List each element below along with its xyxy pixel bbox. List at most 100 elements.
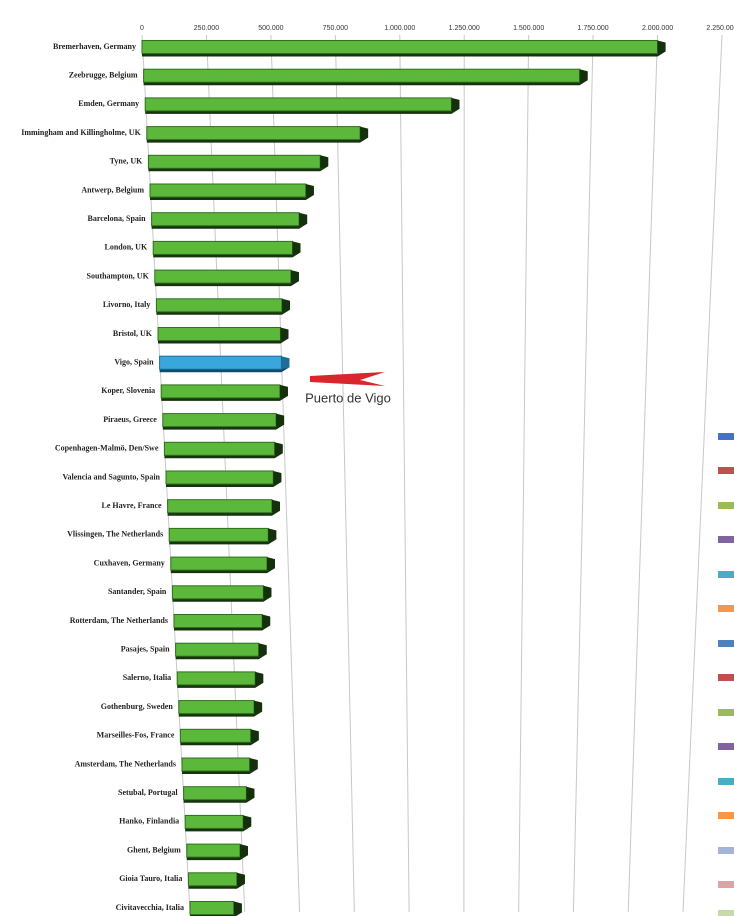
- bar-end: [273, 471, 282, 484]
- bar-end: [255, 671, 264, 685]
- x-tick-label: 2.000.000: [642, 25, 673, 32]
- bar-end: [236, 872, 245, 886]
- swatch: [718, 709, 734, 716]
- bar: [162, 413, 277, 428]
- bar: [141, 40, 659, 54]
- category-label: Gothenburg, Sweden: [101, 702, 174, 711]
- category-label: Copenhagen-Malmö, Den/Swe: [55, 444, 159, 453]
- legend-swatches: [718, 433, 734, 916]
- category-label: Piraeus, Greece: [103, 415, 157, 424]
- bar-end: [268, 528, 277, 542]
- bar-end: [266, 557, 275, 571]
- bar-end: [305, 184, 314, 197]
- category-label: Emden, Germany: [78, 99, 139, 108]
- category-label: Zeebrugge, Belgium: [69, 71, 138, 80]
- bar: [168, 527, 269, 542]
- grid-line: [572, 34, 594, 913]
- bar-end: [258, 643, 267, 657]
- bar: [157, 327, 281, 341]
- bar-end: [320, 155, 329, 169]
- category-label: Valencia and Sagunto, Spain: [62, 472, 160, 481]
- bar: [152, 240, 294, 255]
- bar-end: [281, 298, 290, 312]
- x-tick-label: 1.500.000: [513, 25, 544, 32]
- bar-end: [280, 327, 289, 341]
- grid-line: [627, 34, 659, 913]
- grid: [141, 34, 723, 913]
- x-tick-label: 1.000.000: [384, 25, 415, 32]
- bar-end: [579, 69, 588, 83]
- bar-end: [262, 614, 271, 628]
- category-label: Amsterdam, The Netherlands: [75, 759, 176, 768]
- category-label: Vlissingen, The Netherlands: [67, 530, 163, 539]
- category-label: Antwerp, Belgium: [81, 185, 144, 194]
- category-label: Gioia Tauro, Italia: [119, 874, 182, 883]
- category-label: Barcelona, Spain: [88, 214, 147, 223]
- bar: [187, 872, 238, 887]
- bar: [183, 786, 247, 801]
- bar-end: [299, 212, 308, 226]
- bar-end: [243, 815, 252, 829]
- annotation: Puerto de Vigo: [305, 390, 391, 405]
- category-label: Vigo, Spain: [114, 358, 154, 367]
- swatch: [718, 743, 734, 750]
- grid-line: [399, 34, 410, 913]
- bar-end: [246, 786, 255, 800]
- category-label: Southampton, UK: [87, 271, 150, 280]
- category-label: Salerno, Italia: [123, 673, 171, 682]
- bar: [143, 68, 581, 83]
- x-tick-label: 500.000: [258, 25, 283, 32]
- logo: [310, 372, 385, 386]
- swatch: [718, 433, 734, 440]
- bar: [144, 97, 452, 112]
- swatch: [718, 847, 734, 854]
- grid-line: [518, 34, 530, 913]
- bar-end: [271, 499, 280, 513]
- swatch: [718, 674, 734, 681]
- category-label: Bristol, UK: [113, 329, 153, 338]
- bar-end: [292, 241, 301, 255]
- swatch: [718, 467, 734, 474]
- bar: [186, 843, 241, 858]
- grid-line: [682, 34, 723, 913]
- bar-end: [250, 729, 259, 743]
- bar-end: [290, 270, 299, 284]
- bar-end: [249, 758, 258, 771]
- category-label: Tyne, UK: [110, 157, 144, 166]
- bar: [146, 126, 361, 141]
- bar: [160, 384, 281, 399]
- bar-end: [274, 442, 283, 456]
- bar-end: [240, 844, 249, 858]
- x-tick-label: 1.250.000: [449, 25, 480, 32]
- bar: [154, 269, 292, 284]
- category-label: Hanko, Finlandia: [119, 817, 179, 826]
- category-label: Ghent, Belgium: [127, 845, 181, 854]
- bar-end: [451, 97, 460, 111]
- swatch: [718, 778, 734, 785]
- bar: [171, 585, 264, 600]
- bar: [175, 642, 260, 657]
- bar: [170, 556, 268, 571]
- bar: [163, 441, 276, 456]
- x-tick-label: 0: [140, 25, 144, 32]
- category-label: Koper, Slovenia: [101, 386, 155, 395]
- bar: [179, 728, 252, 743]
- swatch: [718, 640, 734, 647]
- swatch: [718, 571, 734, 578]
- swatch: [718, 812, 734, 819]
- category-label: Santander, Spain: [108, 587, 167, 596]
- grid-line: [270, 34, 301, 913]
- bar-end: [276, 413, 285, 427]
- x-tick-label: 2.250.000: [706, 25, 734, 32]
- bar: [178, 700, 255, 715]
- x-tick-label: 1.750.000: [578, 25, 609, 32]
- bar-end: [263, 585, 272, 599]
- category-label: Pasajes, Spain: [121, 645, 170, 654]
- category-label: Immingham and Killingholme, UK: [21, 128, 141, 137]
- bar: [147, 154, 321, 169]
- bar: [151, 212, 300, 227]
- category-label: Livorno, Italy: [103, 300, 151, 309]
- x-tick-label: 250.000: [194, 25, 219, 32]
- x-tick-label: 750.000: [323, 25, 348, 32]
- bar-end: [281, 356, 290, 370]
